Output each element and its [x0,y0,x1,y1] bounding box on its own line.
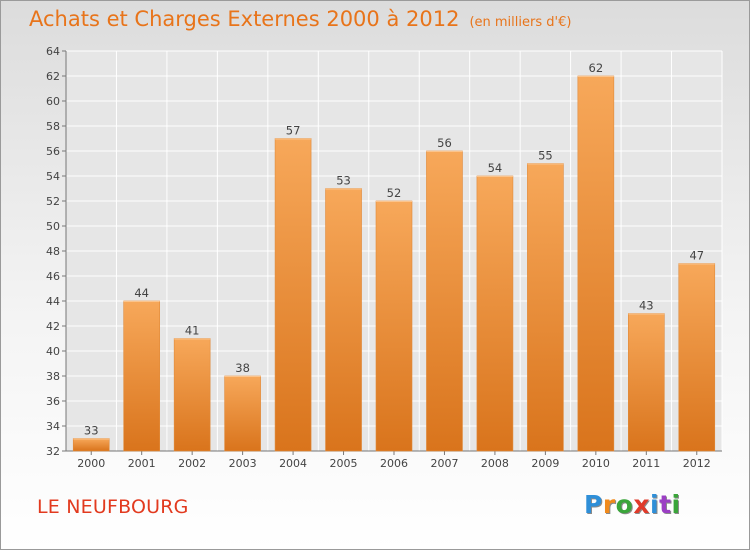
logo-letter: i [650,490,660,519]
y-tick-label: 54 [46,170,60,183]
chart-title-text: Achats et Charges Externes 2000 à 2012 [29,7,460,31]
data-label: 52 [387,186,402,200]
y-tick-label: 42 [46,320,60,333]
x-tick-label: 2009 [531,457,559,470]
data-labels: 33 44 41 38 57 53 52 56 54 55 62 43 47 [84,61,704,438]
x-tick-label: 2000 [77,457,105,470]
y-tick-label: 60 [46,95,60,108]
data-label: 38 [235,361,250,375]
proxiti-logo[interactable]: Proxiti [584,490,681,519]
y-tick-labels: 32 34 36 38 40 42 44 46 48 50 52 54 56 58 60 62 64 [46,45,60,458]
x-tick-label: 2011 [632,457,660,470]
bar [224,375,261,452]
y-tick-label: 32 [46,445,60,458]
data-label: 43 [639,299,654,313]
logo-letter: o [615,490,634,519]
bar [678,263,716,452]
y-tick-label: 64 [46,45,60,58]
y-tick-label: 46 [46,270,60,283]
bar [123,300,160,452]
x-tick-label: 2002 [178,457,206,470]
x-tick-label: 2006 [380,457,408,470]
x-tick-label: 2004 [279,457,307,470]
data-label: 33 [84,424,99,438]
bar [375,200,413,452]
y-tick-label: 44 [46,295,60,308]
bar [628,313,665,452]
commune-name: LE NEUFBOURG [37,496,189,518]
y-tick-label: 52 [46,195,60,208]
data-label: 62 [589,61,604,75]
bars [72,75,716,452]
y-tick-label: 34 [46,420,60,433]
x-tick-label: 2007 [430,457,458,470]
data-label: 41 [185,324,200,338]
y-tick-label: 48 [46,245,60,258]
data-label: 55 [538,149,553,163]
bar [527,163,564,452]
chart-unit: (en milliers d'€) [469,15,572,30]
bar [476,175,514,452]
logo-letter: i [671,490,681,519]
logo-letter: r [602,490,616,519]
y-tick-label: 58 [46,120,60,133]
logo-letter: P [584,490,603,519]
bar [72,438,110,452]
y-tick-label: 40 [46,345,60,358]
bar [274,138,312,452]
data-label: 54 [488,161,503,175]
data-label: 53 [336,174,351,188]
bar [325,188,362,452]
x-tick-label: 2012 [683,457,711,470]
y-tick-label: 36 [46,395,60,408]
logo-letter: t [659,490,672,519]
y-tick-label: 56 [46,145,60,158]
chart-title: Achats et Charges Externes 2000 à 2012 (e… [29,7,571,31]
x-tick-label: 2003 [229,457,257,470]
x-tick-label: 2005 [330,457,358,470]
y-tick-label: 62 [46,70,60,83]
bar [577,75,615,452]
bar [173,338,211,452]
y-tick-label: 50 [46,220,60,233]
data-label: 47 [689,249,704,263]
bar [426,150,463,452]
data-label: 57 [286,124,301,138]
x-tick-label: 2001 [128,457,156,470]
x-tick-labels: 2000 2001 2002 2003 2004 2005 2006 2007 2008 2009… [77,457,711,470]
x-tick-label: 2010 [582,457,610,470]
data-label: 44 [134,286,149,300]
x-tick-label: 2008 [481,457,509,470]
y-tick-label: 38 [46,370,60,383]
logo-letter: x [633,490,650,519]
data-label: 56 [437,136,452,150]
